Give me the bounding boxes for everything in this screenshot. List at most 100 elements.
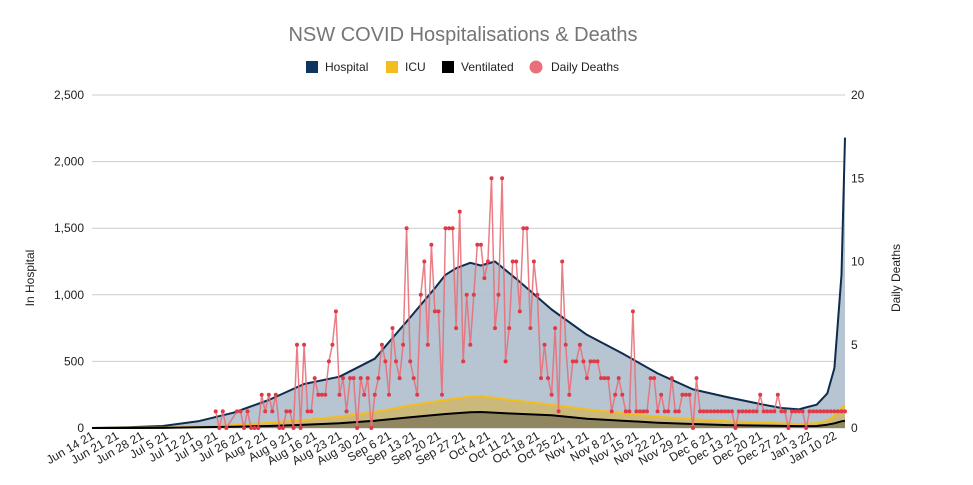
daily-deaths-point [482,276,487,281]
daily-deaths-point [606,376,611,381]
daily-deaths-point [539,376,543,381]
daily-deaths-point [708,409,713,414]
daily-deaths-point [648,376,653,381]
daily-deaths-point [683,392,688,397]
daily-deaths-point [765,409,770,414]
daily-deaths-point [326,359,331,364]
daily-deaths-point [719,409,724,414]
daily-deaths-point [634,409,639,414]
daily-deaths-point [362,392,367,397]
daily-deaths-point [305,409,310,414]
y-left-tick-label: 1,500 [54,221,84,235]
daily-deaths-point [570,359,575,364]
daily-deaths-point [514,259,519,264]
daily-deaths-point [775,392,780,397]
daily-deaths-point [457,209,462,214]
daily-deaths-point [588,359,593,364]
daily-deaths-point [249,426,254,430]
legend-swatch-deaths [529,60,543,74]
y-right-tick-label: 0 [851,421,858,435]
daily-deaths-point [348,376,353,381]
daily-deaths-point [740,409,745,414]
daily-deaths-point [758,392,763,397]
daily-deaths-point [468,342,473,347]
daily-deaths-point [496,292,501,297]
daily-deaths-point [510,259,515,264]
daily-deaths-point [376,376,381,381]
daily-deaths-point [351,376,356,381]
daily-deaths-point [581,359,586,364]
daily-deaths-point [779,409,784,414]
daily-deaths-point [797,409,801,414]
daily-deaths-point [319,392,324,397]
daily-deaths-point [217,426,222,430]
daily-deaths-point [722,409,727,414]
daily-deaths-point [337,392,342,397]
daily-deaths-point [726,409,731,414]
daily-deaths-point [245,409,250,414]
daily-deaths-point [369,426,374,430]
daily-deaths-point [839,409,844,414]
y-right-tick-label: 10 [851,255,865,269]
daily-deaths-point [655,409,660,414]
daily-deaths-point [747,409,752,414]
daily-deaths-point [821,409,826,414]
daily-deaths-point [549,392,554,397]
legend: Hospital ICU Ventilated Daily Deaths [306,60,619,74]
y-right-axis-title: Daily Deaths [889,244,903,312]
daily-deaths-point [687,392,692,397]
daily-deaths-point [638,409,642,414]
y-right-tick-label: 5 [851,338,858,352]
y-left-axis-title: In Hospital [23,250,37,307]
legend-label-deaths: Daily Deaths [551,60,619,74]
daily-deaths-point [425,342,430,347]
y-left-axis: 0 500 1,000 1,500 2,000 2,500 [54,88,84,435]
daily-deaths-point [295,342,299,347]
daily-deaths-point [807,409,812,414]
daily-deaths-point [772,409,777,414]
daily-deaths-point [418,292,423,297]
daily-deaths-point [270,409,275,414]
daily-deaths-point [330,342,335,347]
daily-deaths-point [662,409,667,414]
daily-deaths-point [782,409,787,414]
y-left-tick-label: 500 [64,354,84,368]
daily-deaths-point [609,409,614,414]
daily-deaths-point [408,359,413,364]
series-ventilated-line [91,411,846,429]
daily-deaths-point [524,226,529,231]
daily-deaths-point [422,259,427,264]
daily-deaths-point [280,426,285,430]
daily-deaths-point [344,409,349,414]
daily-deaths-point [298,426,303,430]
daily-deaths-point [659,392,664,397]
daily-deaths-point [372,392,377,397]
y-right-tick-label: 15 [851,171,865,185]
daily-deaths-point [595,359,600,364]
daily-deaths-point [577,342,582,347]
daily-deaths-point [436,309,441,314]
daily-deaths-point [645,409,649,414]
daily-deaths-point [828,409,833,414]
daily-deaths-point [800,409,805,414]
daily-deaths-point [736,409,741,414]
legend-swatch-ventilated [442,61,454,73]
daily-deaths-point [531,259,536,264]
daily-deaths-point [266,392,271,397]
daily-deaths-point [507,326,512,331]
daily-deaths-point [312,376,317,381]
daily-deaths-point [623,409,628,414]
daily-deaths-point [234,409,239,414]
daily-deaths-point [630,309,635,314]
daily-deaths-point [503,359,508,364]
daily-deaths-point [574,359,579,364]
daily-deaths-point [277,426,282,430]
series-icu-line [91,395,846,429]
daily-deaths-point [546,376,550,381]
daily-deaths-point [355,426,360,430]
daily-deaths-point [383,359,388,364]
daily-deaths-point [641,409,646,414]
daily-deaths-point [288,409,292,414]
legend-swatch-hospital [306,61,318,73]
